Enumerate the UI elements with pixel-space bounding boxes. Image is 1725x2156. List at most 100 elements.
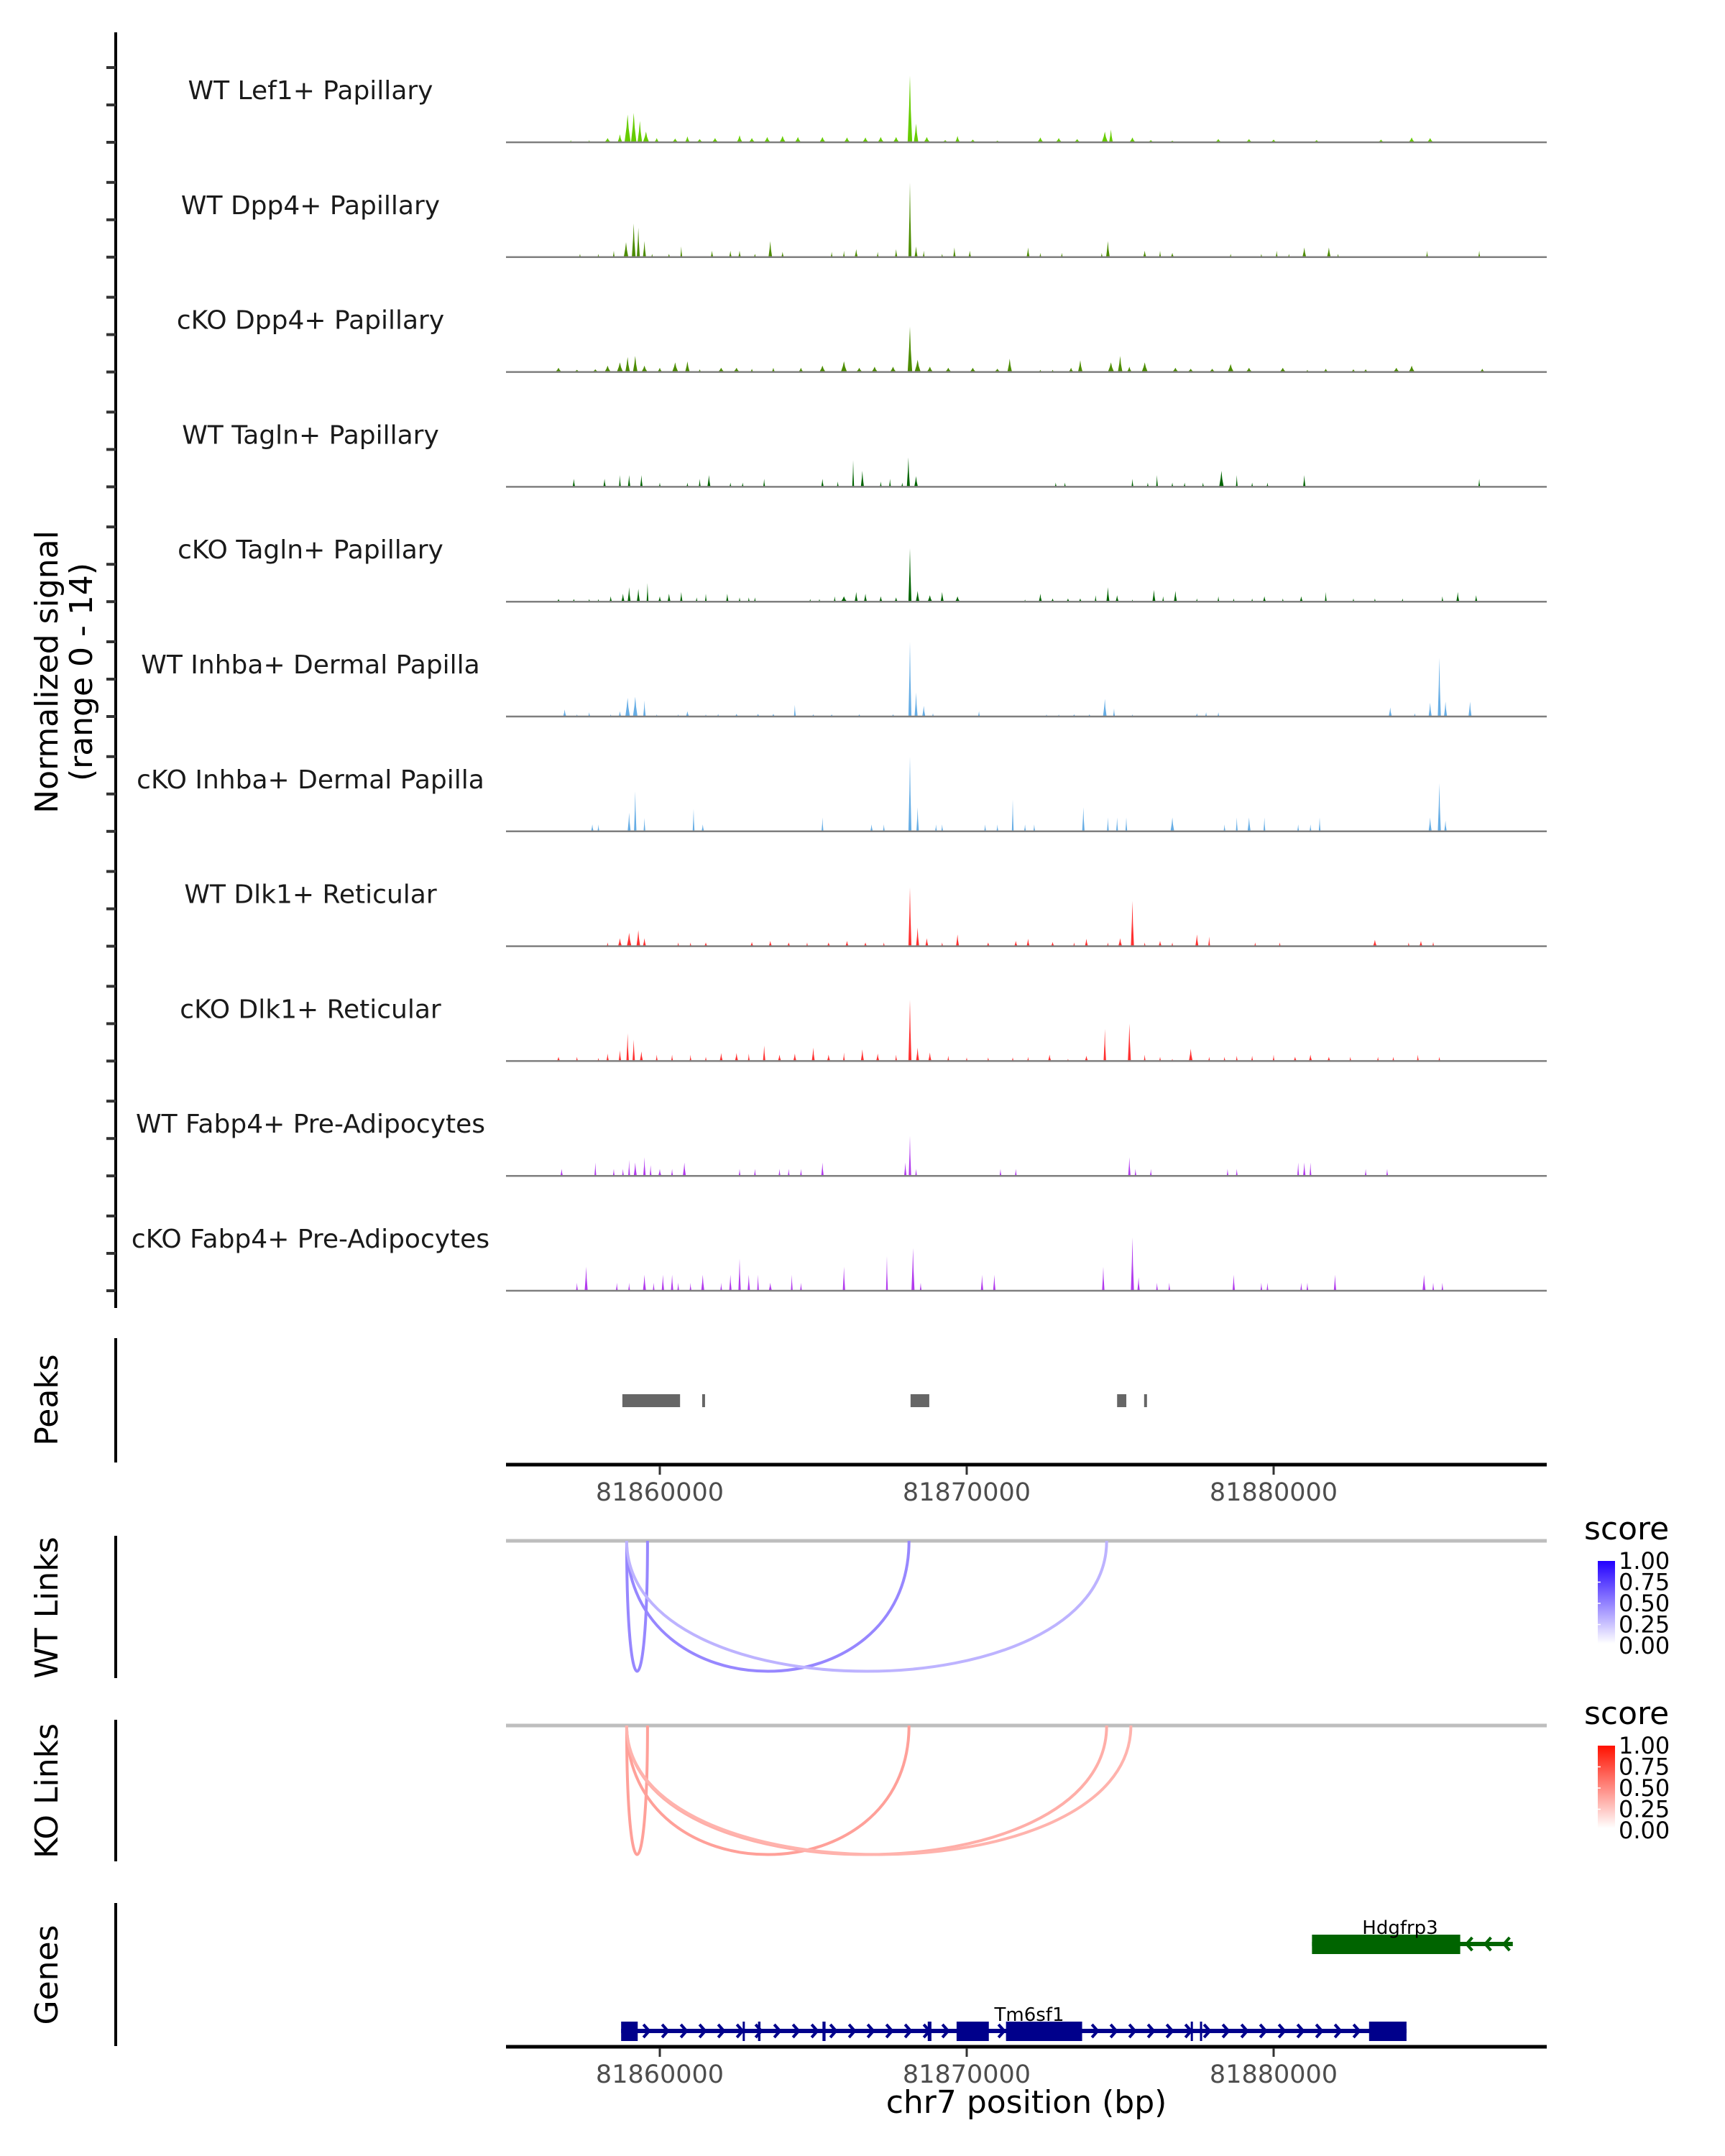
gene-exon: [1200, 2022, 1202, 2041]
coverage-peak: [1266, 1282, 1269, 1291]
coverage-track-label: cKO Dpp4+ Papillary: [177, 306, 444, 336]
coverage-peak: [1183, 482, 1186, 487]
strand-chevron-icon: [1315, 2023, 1324, 2039]
coverage-peak: [927, 595, 932, 602]
coverage-peak: [901, 482, 903, 487]
coverage-peak: [1039, 594, 1042, 602]
coverage-peak: [643, 241, 646, 257]
coverage-peak: [1478, 479, 1481, 487]
coverage-peak: [842, 250, 845, 257]
coverage-peak: [1103, 1028, 1106, 1061]
strand-chevron-icon: [1501, 1936, 1511, 1952]
coverage-peak: [1129, 137, 1136, 142]
coverage-peak: [632, 224, 636, 257]
coverage-peak: [557, 1056, 561, 1061]
coverage-peak: [908, 1000, 912, 1061]
coverage-peak: [640, 475, 643, 487]
strand-chevron-icon: [941, 2023, 950, 2039]
coverage-peak: [588, 712, 591, 717]
coverage-peak: [916, 1047, 919, 1061]
x-tick-label: 81880000: [1210, 1478, 1338, 1507]
coverage-peak: [1026, 939, 1030, 946]
coverage-peak: [834, 596, 836, 602]
coverage-peak: [1131, 479, 1133, 487]
legend-colorbar: [1598, 1746, 1615, 1828]
coverage-peak: [630, 113, 637, 142]
coverage-peak: [1236, 1169, 1238, 1176]
peak-region: [622, 1394, 681, 1407]
coverage-peak: [1318, 817, 1321, 831]
coverage-peak: [1251, 482, 1254, 487]
coverage-peak: [916, 591, 920, 602]
strand-chevron-icon: [1240, 2023, 1249, 2039]
coverage-peak: [1293, 1056, 1297, 1061]
coverage-peak: [738, 1258, 741, 1291]
peak-region: [702, 1394, 705, 1407]
strand-chevron-icon: [773, 2023, 782, 2039]
coverage-track-label: cKO Fabp4+ Pre-Adipocytes: [132, 1225, 489, 1254]
coverage-peak: [627, 587, 631, 602]
coverage-peak: [610, 596, 612, 602]
coverage-peak: [707, 475, 711, 487]
coverage-peak: [788, 1169, 790, 1176]
coverage-peak: [894, 597, 898, 602]
coverage-peak: [1444, 701, 1448, 717]
coverage-peak: [628, 1282, 630, 1291]
coverage-peak: [618, 1050, 622, 1061]
coverage-peak: [672, 138, 678, 142]
coverage-track-label: WT Tagln+ Papillary: [182, 420, 439, 450]
coverage-peak: [1174, 591, 1177, 602]
wt-links-ylabel: WT Links: [29, 1537, 65, 1678]
coverage-peak: [908, 548, 912, 602]
coverage-peak: [1137, 1277, 1140, 1291]
coverage-peak: [1389, 707, 1392, 717]
strand-chevron-icon: [1221, 2023, 1230, 2039]
coverage-peak: [677, 942, 679, 946]
coverage-peak: [1073, 942, 1075, 946]
coverage-peak: [1223, 824, 1225, 831]
coverage-peak: [794, 137, 801, 142]
peak-region: [1117, 1394, 1127, 1407]
coverage-peak: [970, 367, 976, 372]
strand-chevron-icon: [679, 2023, 689, 2039]
coverage-peak: [685, 136, 690, 142]
coverage-peak: [748, 138, 755, 142]
coverage-peak: [1432, 1282, 1435, 1291]
coverage-peak: [1143, 250, 1146, 257]
coverage-peak: [915, 1169, 917, 1176]
coverage-peak: [1219, 471, 1224, 487]
strand-chevron-icon: [791, 2023, 801, 2039]
legend-tick-label: 0.50: [1619, 1774, 1670, 1802]
coverage-peak: [1438, 658, 1441, 717]
coverage-peak: [1102, 1266, 1105, 1291]
coverage-peak: [827, 1054, 830, 1061]
coverage-peak: [654, 138, 659, 142]
coverage-peak: [1171, 252, 1174, 257]
coverage-peak: [1349, 1056, 1351, 1061]
coverage-peak: [754, 597, 756, 602]
coverage-peak: [671, 1169, 673, 1176]
coverage-peak: [778, 1169, 781, 1176]
coverage-peak: [864, 594, 868, 602]
coverage-peak: [893, 137, 900, 142]
strand-chevron-icon: [1296, 2023, 1305, 2039]
link-arc: [625, 1725, 911, 1856]
legend-title: score: [1584, 1695, 1669, 1732]
coverage-peak: [643, 700, 646, 717]
coverage-peak: [1141, 362, 1148, 372]
coverage-peak: [955, 596, 960, 602]
coverage-peak: [1263, 596, 1266, 602]
coverage-track: cKO Fabp4+ Pre-Adipocytes: [132, 1225, 1547, 1292]
coverage-peak: [704, 594, 707, 602]
coverage-peak: [855, 249, 858, 257]
coverage-peak: [622, 1169, 624, 1176]
wt-link-arcs: [625, 1540, 1108, 1673]
coverage-peak: [1171, 482, 1174, 487]
coverage-peak: [738, 250, 741, 257]
coverage-peak: [1007, 359, 1012, 372]
coverage-peak: [1039, 252, 1041, 257]
coverage-peak: [856, 367, 862, 372]
coverage-peak: [617, 134, 622, 142]
coverage-peak: [729, 250, 732, 257]
